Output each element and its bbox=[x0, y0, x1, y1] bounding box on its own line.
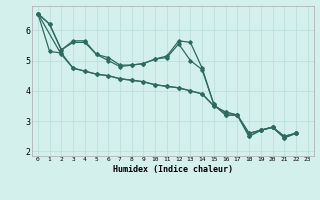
X-axis label: Humidex (Indice chaleur): Humidex (Indice chaleur) bbox=[113, 165, 233, 174]
